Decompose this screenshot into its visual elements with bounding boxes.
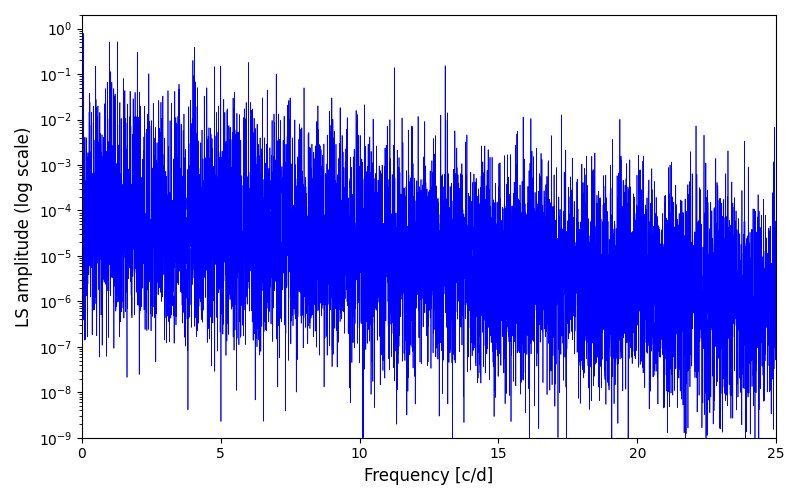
Y-axis label: LS amplitude (log scale): LS amplitude (log scale) bbox=[15, 126, 33, 326]
X-axis label: Frequency [c/d]: Frequency [c/d] bbox=[364, 467, 494, 485]
